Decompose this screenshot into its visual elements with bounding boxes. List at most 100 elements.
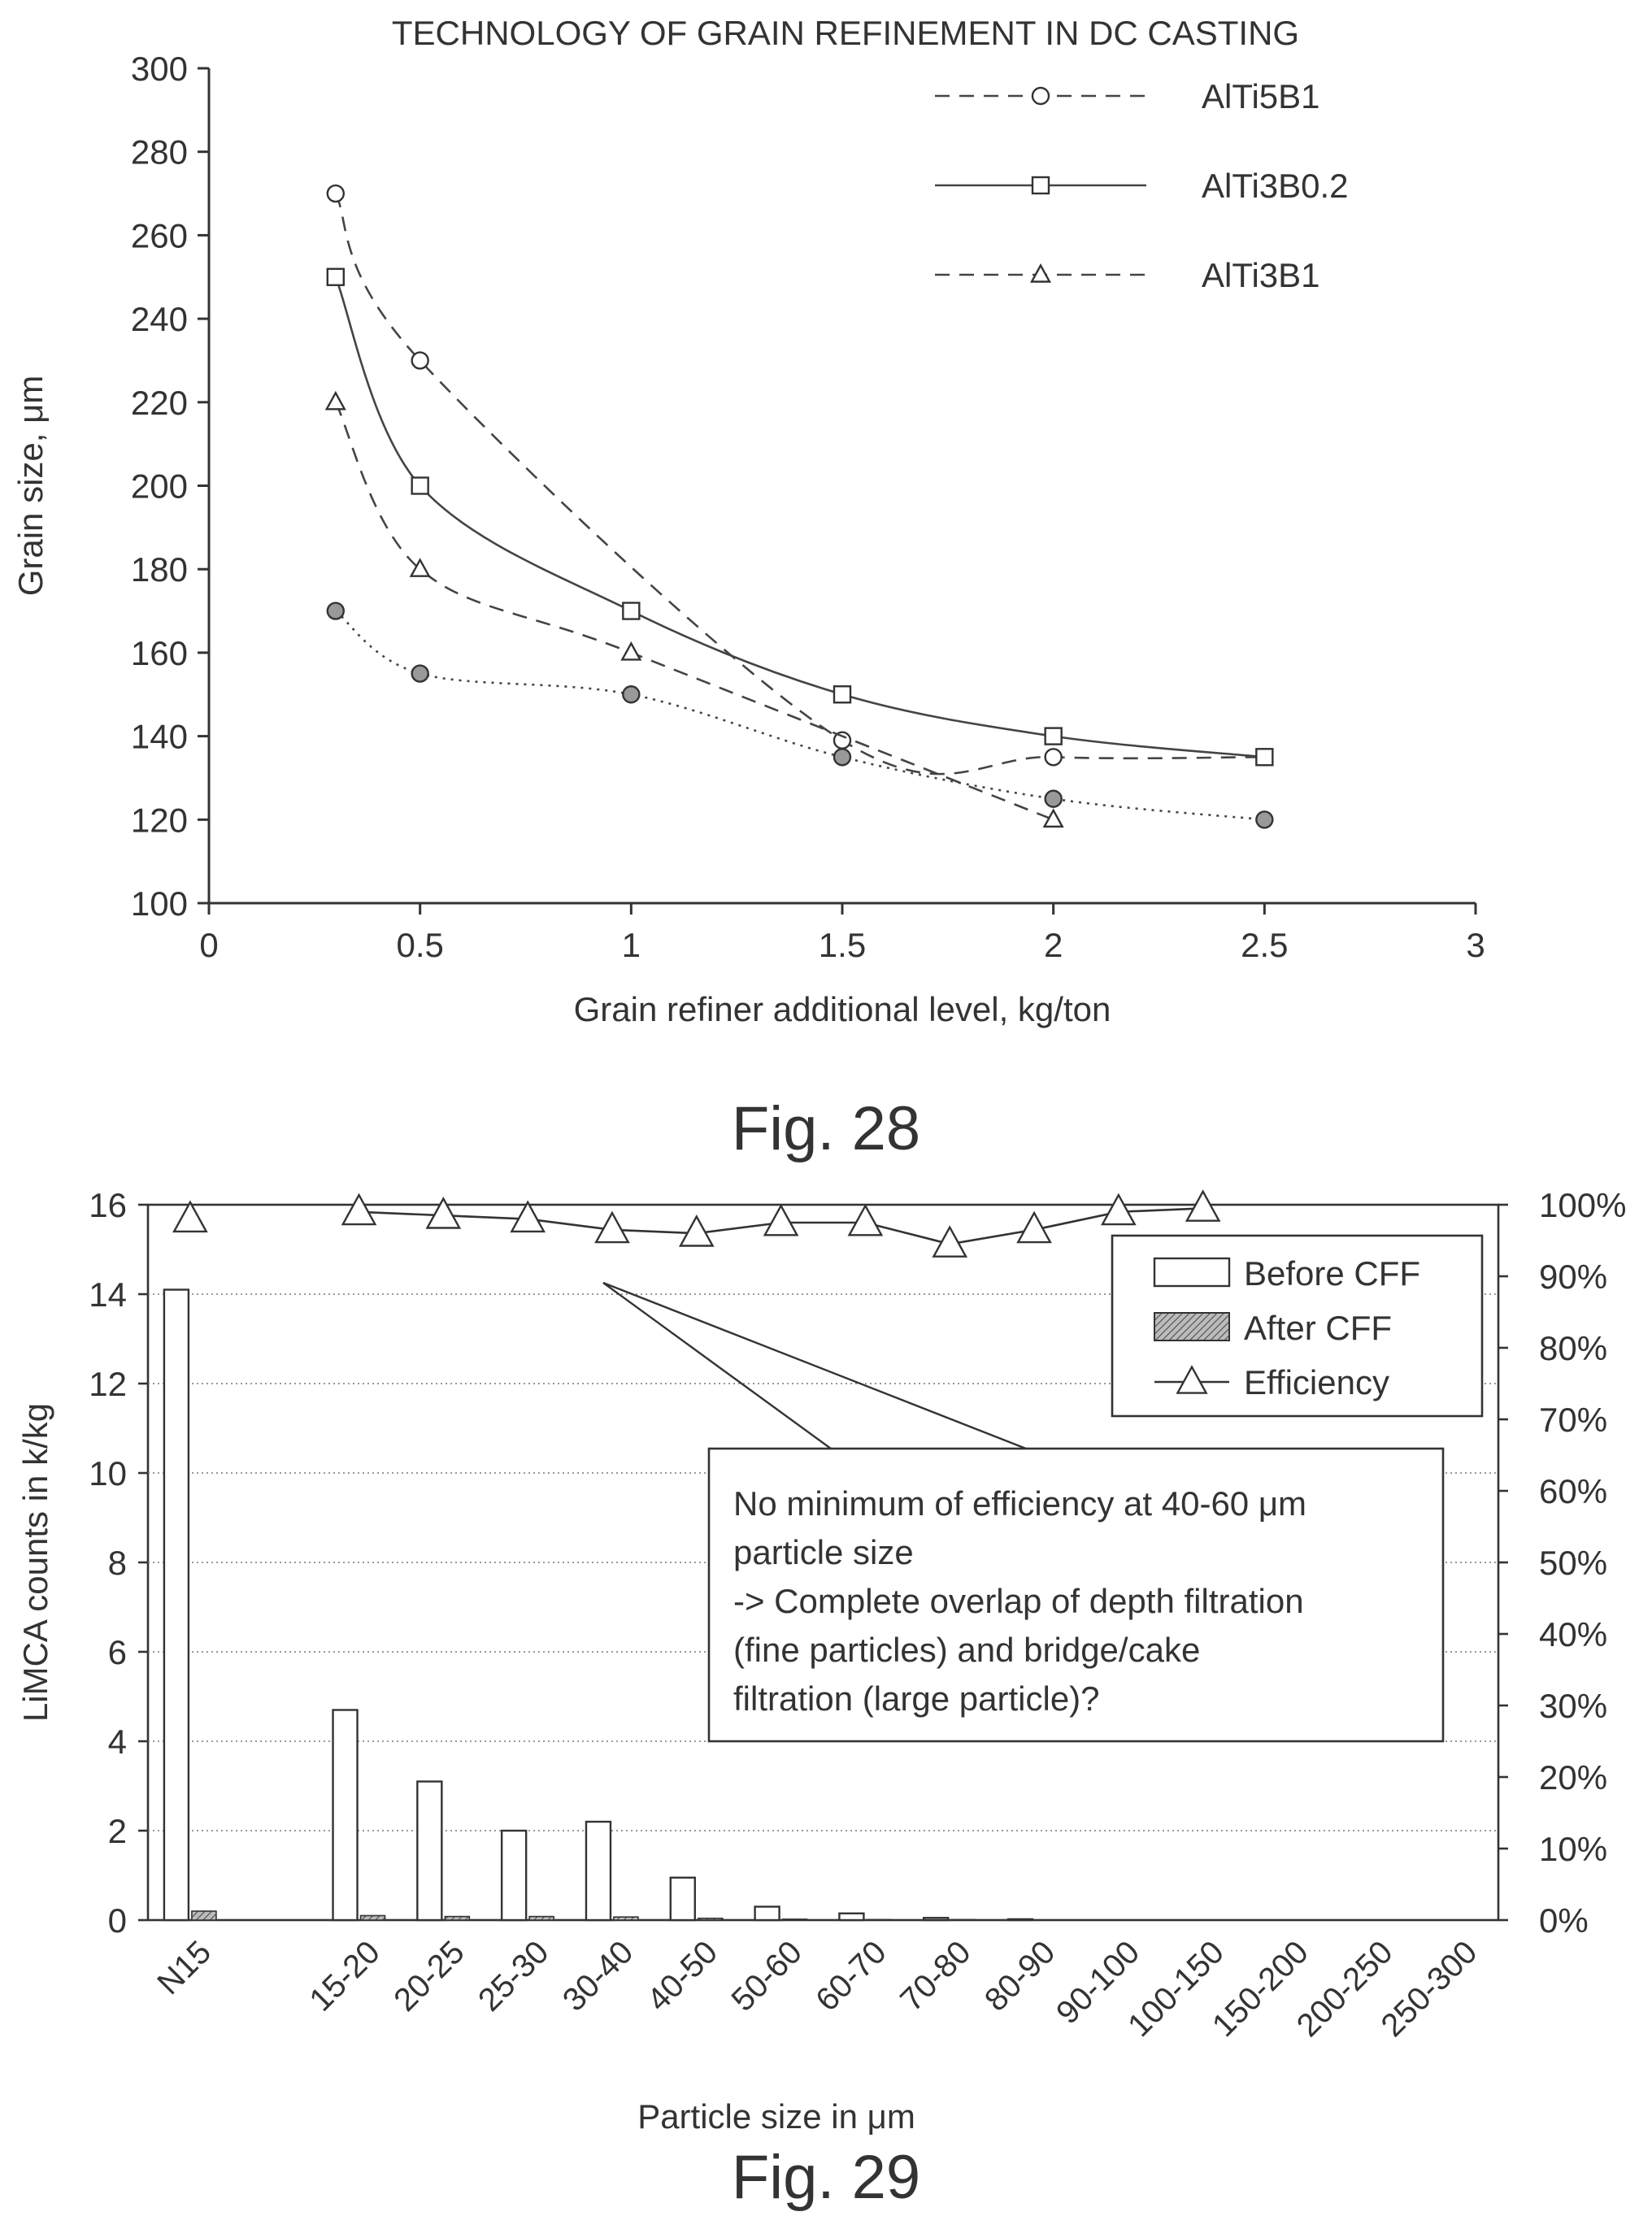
series-unnamed — [326, 602, 1274, 829]
x-tick-label: 30-40 — [556, 1934, 640, 2018]
y2-tick-label: 40% — [1539, 1615, 1607, 1653]
x-tick-label: 50-60 — [724, 1934, 808, 2018]
y-tick-label: 280 — [131, 133, 188, 172]
annotation-box — [707, 1447, 1445, 1743]
series-line — [334, 276, 1265, 758]
legend-marker — [1031, 86, 1050, 106]
legend-label: AlTi3B0.2 — [1202, 167, 1349, 205]
legend-marker — [1031, 176, 1050, 195]
series-alti5b1 — [326, 184, 1274, 776]
bar-before-cff — [163, 1288, 190, 1922]
y-tick-label: 160 — [131, 634, 188, 672]
data-point — [326, 602, 345, 620]
x-tick-label: 20-25 — [387, 1934, 471, 2018]
y-tick-label: 180 — [131, 550, 188, 589]
x-axis-label: Particle size in μm — [637, 2097, 915, 2136]
legend-item: AlTi5B1 — [935, 77, 1320, 115]
data-point — [833, 748, 852, 767]
legend-item: AlTi3B0.2 — [935, 167, 1349, 205]
y-tick-label: 4 — [108, 1723, 127, 1761]
x-tick-label: 60-70 — [809, 1934, 893, 2018]
data-point — [622, 602, 641, 620]
data-point — [833, 685, 852, 704]
data-point — [324, 390, 346, 411]
data-point — [622, 685, 641, 704]
y-tick-label: 14 — [89, 1275, 127, 1314]
data-point — [1044, 748, 1063, 767]
bar-before-cff — [416, 1780, 443, 1922]
x-tick-label: 3 — [1466, 926, 1485, 964]
data-point — [411, 476, 429, 495]
y-tick-label: 6 — [108, 1633, 127, 1671]
legend-item: AlTi3B1 — [935, 256, 1320, 294]
efficiency-point — [678, 1214, 715, 1247]
x-tick-label: N15 — [150, 1934, 218, 2001]
x-tick-label: 2 — [1044, 926, 1063, 964]
data-point — [1042, 808, 1064, 828]
bar-before-cff — [838, 1912, 865, 1922]
chart-title: TECHNOLOGY OF GRAIN REFINEMENT IN DC CAS… — [392, 14, 1299, 52]
x-tick-label: 250-300 — [1375, 1934, 1485, 2044]
x-tick-label: 40-50 — [641, 1934, 724, 2018]
annotation-pointer — [602, 1282, 832, 1449]
y-tick-label: 240 — [131, 300, 188, 338]
data-point — [326, 267, 345, 286]
y-tick-label: 100 — [131, 884, 188, 923]
annotation-line: -> Complete overlap of depth filtration — [733, 1582, 1304, 1620]
series-efficiency — [172, 1189, 1221, 1258]
bar-after-cff — [613, 1916, 639, 1921]
efficiency-point — [1016, 1210, 1052, 1244]
bar-before-cff — [332, 1709, 359, 1922]
y2-tick-label: 20% — [1539, 1758, 1607, 1797]
efficiency-point — [172, 1200, 208, 1233]
y2-tick-label: 90% — [1539, 1258, 1607, 1296]
data-point — [1044, 727, 1063, 745]
x-axis-label: Grain refiner additional level, kg/ton — [574, 990, 1111, 1028]
series-line — [335, 610, 1265, 821]
bar-before-cff — [669, 1876, 696, 1922]
x-tick-label: 1.5 — [819, 926, 866, 964]
bar-before-cff — [923, 1917, 950, 1922]
y-axis-label: Grain size, μm — [11, 376, 50, 597]
bar-after-cff — [950, 1918, 977, 1921]
y-tick-label: 140 — [131, 718, 188, 756]
bar-after-cff — [697, 1917, 724, 1921]
y-tick-label: 200 — [131, 467, 188, 506]
series-line — [334, 193, 1265, 776]
bar-before-cff — [500, 1829, 528, 1922]
legend-label: Efficiency — [1244, 1363, 1389, 1401]
bar-after-cff — [866, 1918, 893, 1921]
y-tick-label: 8 — [108, 1544, 127, 1582]
series-alti3b1 — [324, 390, 1064, 828]
y-tick-label: 0 — [108, 1901, 127, 1940]
y2-tick-label: 50% — [1539, 1544, 1607, 1582]
legend-label: AlTi5B1 — [1202, 77, 1320, 115]
efficiency-point — [847, 1203, 884, 1236]
y2-tick-label: 0% — [1539, 1901, 1589, 1940]
bar-before-cff — [754, 1905, 780, 1922]
annotation-line: particle size — [733, 1533, 914, 1571]
legend-label: Before CFF — [1244, 1254, 1420, 1293]
efficiency-point — [763, 1203, 799, 1236]
legend-swatch-after — [1154, 1312, 1230, 1341]
data-point — [411, 351, 429, 370]
data-point — [1255, 748, 1274, 767]
data-point — [1044, 789, 1063, 808]
data-point — [411, 664, 429, 683]
x-tick-label: 0 — [199, 926, 218, 964]
y-axis-label: LiMCA counts in k/kg — [16, 1403, 54, 1722]
bar-after-cff — [191, 1910, 217, 1921]
y-tick-label: 300 — [131, 50, 188, 88]
y-tick-label: 16 — [89, 1186, 127, 1224]
bar-after-cff — [528, 1915, 554, 1921]
annotation-line: (fine particles) and bridge/cake — [733, 1631, 1200, 1669]
figure-caption-28: Fig. 28 — [731, 1094, 921, 1163]
x-tick-label: 0.5 — [396, 926, 443, 964]
y-tick-label: 260 — [131, 216, 188, 254]
y-tick-label: 220 — [131, 384, 188, 422]
y-tick-label: 2 — [108, 1812, 127, 1850]
grain-size-line-chart: TECHNOLOGY OF GRAIN REFINEMENT IN DC CAS… — [11, 14, 1485, 1028]
data-point — [1255, 810, 1274, 829]
data-point — [326, 184, 345, 203]
y-tick-label: 10 — [89, 1454, 127, 1493]
